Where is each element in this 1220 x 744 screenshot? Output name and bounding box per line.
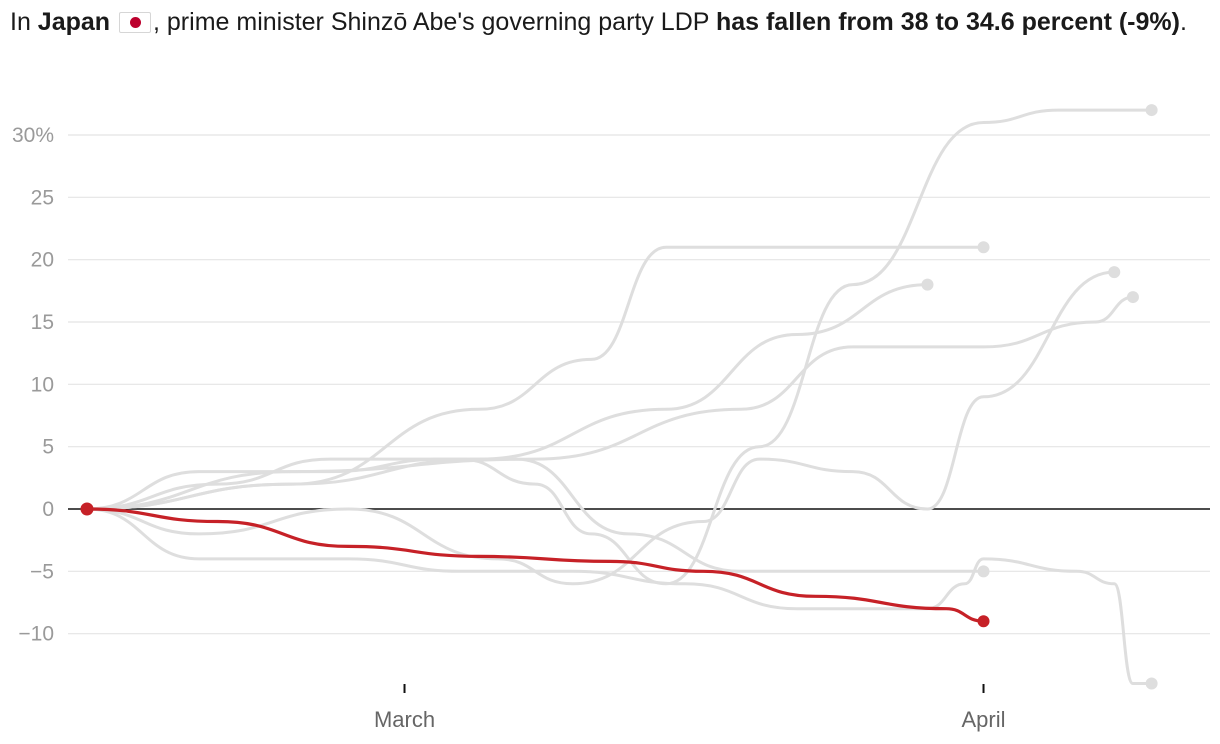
context-series-line [85,108,1154,586]
chart-title: In Japan , prime minister Shinzō Abe's g… [10,6,1215,39]
y-tick-label: 30% [12,124,54,147]
context-series-line [85,283,929,511]
series-end-points [80,104,1158,690]
series-lines [85,108,1154,685]
y-tick-label: 25 [31,186,54,209]
y-tick-label: −10 [18,623,54,646]
y-tick-label: 5 [42,436,54,459]
title-text-3: . [1179,8,1187,36]
x-axis: March April [374,684,1006,732]
context-end-point [1145,104,1158,117]
gridlines [68,134,1210,635]
y-tick-label: 10 [31,373,54,396]
context-series-line [85,295,1135,511]
context-end-point [1126,291,1139,304]
japan-flag-icon [119,12,152,33]
title-text-1: In [10,8,38,36]
y-tick-label: −5 [30,560,54,583]
y-axis-labels: 30% 25 20 15 10 5 0 −5 −10 [12,124,54,646]
context-series-line [85,457,985,573]
x-tick-label: April [962,707,1006,732]
title-highlight: has fallen from 38 to 34.6 percent (-9%) [715,8,1180,36]
title-text-2: , prime minister Shinzō Abe's governing … [153,8,716,36]
x-tick-label: March [374,707,435,732]
highlight-series-line [85,507,986,623]
title-country: Japan [37,8,111,36]
context-end-point [977,565,990,578]
context-end-point [1145,677,1158,690]
context-series-line [85,507,1154,685]
y-tick-label: 20 [31,249,54,272]
context-end-point [921,278,934,291]
start-point [80,502,94,516]
highlight-end-point [977,615,990,628]
context-end-point [1108,266,1121,279]
y-tick-label: 15 [31,311,54,334]
context-series-line [85,270,1116,586]
y-tick-label: 0 [42,498,54,521]
context-end-point [977,241,990,254]
